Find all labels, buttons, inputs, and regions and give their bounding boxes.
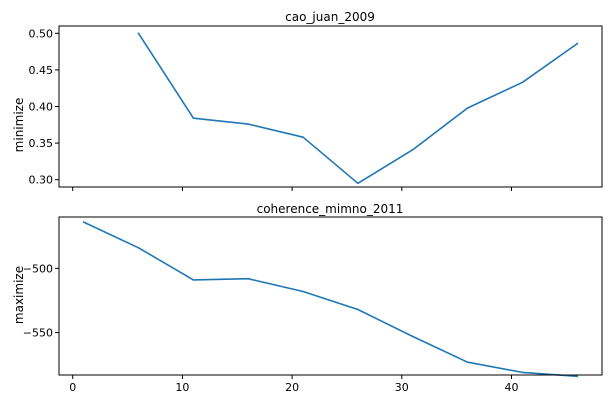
data-point bbox=[247, 277, 250, 280]
data-point bbox=[576, 42, 579, 45]
data-point bbox=[302, 136, 304, 139]
data-point bbox=[82, 221, 85, 223]
series-line bbox=[82, 221, 579, 378]
y-axis-label: minimize bbox=[12, 98, 26, 153]
data-point bbox=[357, 308, 359, 311]
y-tick-label: 0.45 bbox=[29, 64, 54, 77]
x-tick-label: 20 bbox=[285, 381, 299, 394]
data-point bbox=[192, 279, 195, 281]
y-axis-label: maximize bbox=[12, 266, 26, 324]
data-point bbox=[192, 117, 195, 120]
data-point bbox=[137, 247, 140, 249]
panel-cao-juan-2009: cao_juan_2009 minimize 0.300.350.400.450… bbox=[12, 10, 603, 191]
y-tick-label: 0.50 bbox=[29, 27, 54, 40]
data-point bbox=[137, 32, 140, 35]
data-point bbox=[302, 290, 304, 293]
y-tick-label: −500 bbox=[23, 262, 53, 275]
data-point bbox=[411, 148, 414, 151]
data-point bbox=[521, 81, 524, 84]
plot-area: 0 10 20 30 40 −500 −550 bbox=[23, 221, 579, 394]
data-point bbox=[411, 335, 414, 338]
y-tick-label: 0.30 bbox=[29, 174, 54, 187]
x-tick-label: 40 bbox=[505, 381, 519, 394]
chart-title: coherence_mimno_2011 bbox=[257, 202, 404, 216]
data-point bbox=[247, 123, 250, 125]
chart-title: cao_juan_2009 bbox=[285, 10, 375, 24]
data-point bbox=[576, 375, 579, 378]
y-tick-label: 0.35 bbox=[29, 137, 54, 150]
x-tick-label: 30 bbox=[395, 381, 409, 394]
x-tick-label: 10 bbox=[175, 381, 189, 394]
plot-area: 0.30 0.35 0.40 0.45 0.50 bbox=[29, 27, 579, 191]
x-tick-label: 0 bbox=[69, 381, 76, 394]
y-tick-label: −550 bbox=[23, 327, 53, 340]
data-point bbox=[521, 371, 524, 374]
data-point bbox=[357, 182, 359, 185]
data-point bbox=[466, 107, 469, 109]
panel-coherence-mimno-2011: coherence_mimno_2011 maximize 0 10 20 30 40 −… bbox=[12, 202, 603, 394]
axes-frame bbox=[58, 25, 603, 188]
series-line bbox=[137, 32, 579, 185]
data-point bbox=[466, 361, 469, 363]
y-tick-label: 0.40 bbox=[29, 101, 54, 114]
axes-frame bbox=[58, 216, 603, 376]
